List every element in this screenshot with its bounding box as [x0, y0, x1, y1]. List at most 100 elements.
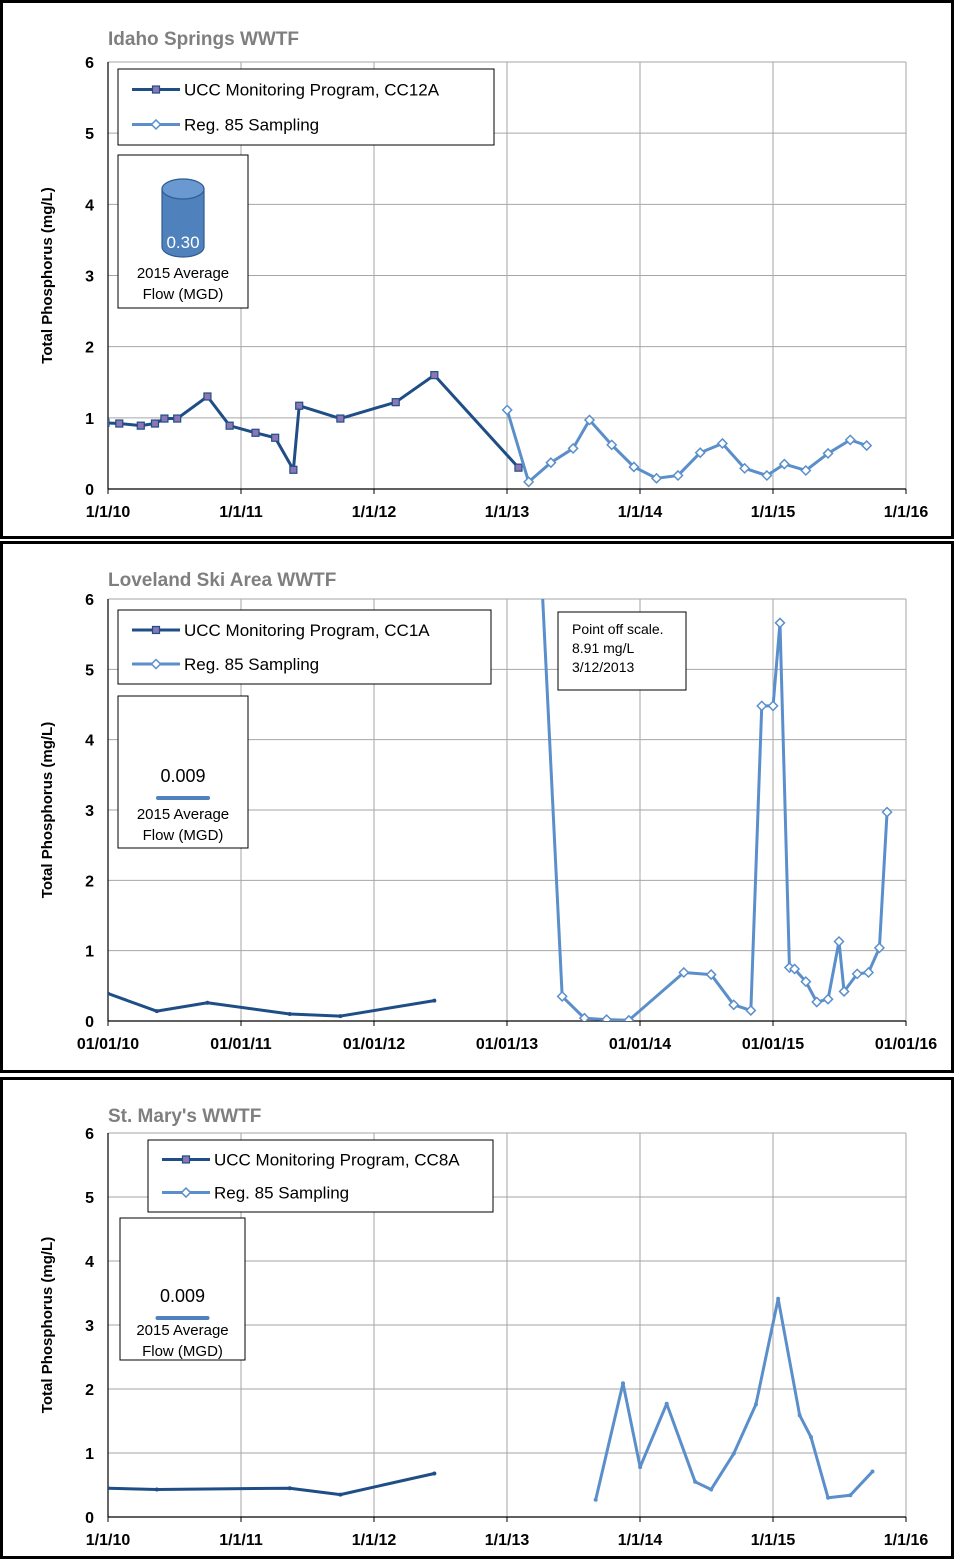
- ucc-data-point: [108, 1486, 110, 1491]
- ucc-data-point: [271, 433, 280, 442]
- y-tick-label: 2: [85, 340, 94, 357]
- x-tick-label: 01/01/14: [609, 1036, 671, 1053]
- chart-panel: 0 1 2 3 4 5 6 1/1/10 1/1/11 1/1/12 1/1/13 1/1/14 1/1…: [0, 0, 954, 539]
- annotation-text: Point off scale.: [572, 621, 664, 637]
- ucc-data-point: [287, 1486, 292, 1491]
- y-tick-label: 5: [85, 126, 94, 143]
- legend-diamond-marker: [180, 1186, 192, 1199]
- series-group: [108, 371, 873, 488]
- x-tick-label: 01/01/13: [476, 1036, 538, 1053]
- y-axis-label: Total Phosphorus (mg/L): [39, 1237, 56, 1413]
- y-tick-label: 0: [85, 1510, 94, 1527]
- legend-entry-label: UCC Monitoring Program, CC8A: [214, 1150, 460, 1169]
- x-tick-label: 01/01/11: [210, 1036, 272, 1053]
- flow-label-line-2: Flow (MGD): [143, 827, 224, 844]
- reg85-data-point: [501, 404, 513, 416]
- reg85-data-point: [556, 990, 568, 1002]
- ucc-series-line: [108, 992, 435, 1018]
- reg85-data-point: [761, 469, 773, 482]
- ucc-data-point: [336, 414, 345, 423]
- ucc-data-point: [225, 421, 234, 430]
- x-tick-label: 01/01/12: [343, 1036, 405, 1053]
- y-tick-label: 1: [85, 1446, 94, 1463]
- y-tick-label: 6: [85, 55, 94, 72]
- x-tick-label: 1/1/15: [751, 504, 796, 521]
- reg85-data-point: [800, 464, 812, 477]
- reg85-data-point: [523, 476, 535, 488]
- y-tick-label: 2: [85, 1382, 94, 1399]
- reg85-data-point: [567, 442, 579, 454]
- x-tick-label: 1/1/10: [86, 504, 131, 521]
- y-axis-label: Total Phosphorus (mg/L): [39, 722, 56, 898]
- series-group: [108, 599, 893, 1021]
- x-tick-label: 1/1/13: [485, 504, 530, 521]
- legend-entry-label: Reg. 85 Sampling: [184, 115, 319, 134]
- flow-value: 0.009: [160, 766, 205, 786]
- reg85-data-point: [601, 1014, 613, 1021]
- legend: UCC Monitoring Program, CC8A Reg. 85 Samp…: [147, 1139, 494, 1213]
- reg85-data-point: [593, 1497, 598, 1502]
- reg85-data-point: [716, 437, 728, 450]
- reg85-data-point: [606, 439, 618, 451]
- legend-diamond-marker: [150, 658, 162, 670]
- ucc-data-point: [136, 421, 145, 430]
- flat-cylinder-icon: [155, 1316, 210, 1320]
- x-tick-label: 1/1/10: [86, 1532, 131, 1549]
- chart-panel: 0 1 2 3 4 5 6 1/1/10 1/1/11 1/1/12 1/1/13 1/1/14 1/1…: [0, 1077, 954, 1559]
- reg85-data-point: [728, 999, 740, 1011]
- reg85-series-line: [505, 409, 868, 484]
- annotation-text: 8.91 mg/L: [572, 640, 634, 656]
- ucc-data-point: [338, 1492, 343, 1497]
- y-tick-label: 0: [85, 482, 94, 499]
- reg85-data-point: [678, 966, 690, 979]
- flow-label-line-2: Flow (MGD): [142, 1343, 223, 1360]
- chart-title: Loveland Ski Area WWTF: [108, 570, 336, 591]
- x-tick-label: 01/01/16: [875, 1036, 937, 1053]
- x-tick-label: 1/1/16: [884, 1532, 929, 1549]
- reg85-data-point: [621, 1381, 626, 1386]
- x-tick-label: 1/1/12: [352, 504, 397, 521]
- y-tick-label: 1: [85, 411, 94, 428]
- reg85-data-point: [833, 935, 845, 948]
- reg85-data-point: [709, 1487, 714, 1492]
- reg85-data-point: [638, 1465, 643, 1470]
- legend-square-marker: [181, 1155, 191, 1164]
- legend: UCC Monitoring Program, CC12A Reg. 85 Sam…: [117, 68, 495, 146]
- legend: UCC Monitoring Program, CC1A Reg. 85 Samp…: [117, 609, 492, 685]
- y-tick-label: 5: [85, 1190, 94, 1207]
- reg85-data-point: [628, 461, 640, 473]
- ucc-data-point: [287, 1011, 292, 1016]
- y-tick-label: 1: [85, 944, 94, 961]
- cylinder-icon: [161, 178, 205, 258]
- reg85-data-point: [767, 700, 779, 712]
- reg85-data-point: [873, 942, 885, 954]
- ucc-data-point: [391, 398, 400, 407]
- reg85-data-point: [822, 447, 834, 459]
- flow-box: 0.009 2015 Average Flow (MGD): [119, 1217, 246, 1361]
- flow-box: 0.30 2015 Average Flow (MGD): [117, 154, 249, 309]
- reg85-data-point: [623, 1014, 635, 1021]
- flow-label-line-1: 2015 Average: [136, 1322, 228, 1339]
- reg85-data-point: [739, 462, 751, 474]
- ucc-data-point: [432, 1471, 437, 1476]
- legend-box: [117, 609, 492, 685]
- flow-label-line-1: 2015 Average: [137, 806, 229, 823]
- reg85-data-point: [808, 1435, 813, 1439]
- legend-diamond-marker: [150, 118, 162, 131]
- reg85-data-point: [545, 457, 557, 469]
- x-tick-label: 1/1/11: [219, 504, 263, 521]
- reg85-data-point: [811, 996, 823, 1008]
- x-tick-label: 1/1/15: [751, 1532, 796, 1549]
- y-axis-label: Total Phosphorus (mg/L): [39, 187, 56, 363]
- reg85-data-point: [778, 458, 790, 470]
- ucc-data-point: [160, 414, 169, 423]
- y-tick-label: 2: [85, 873, 94, 890]
- x-tick-label: 1/1/14: [618, 1532, 663, 1549]
- x-tick-label: 1/1/11: [219, 1532, 263, 1549]
- y-tick-label: 4: [85, 733, 94, 750]
- reg85-data-point: [756, 700, 768, 712]
- series-group: [108, 1296, 875, 1502]
- chart-title: St. Mary's WWTF: [108, 1106, 261, 1127]
- reg85-data-point: [745, 1004, 757, 1017]
- reg85-data-point: [826, 1495, 831, 1500]
